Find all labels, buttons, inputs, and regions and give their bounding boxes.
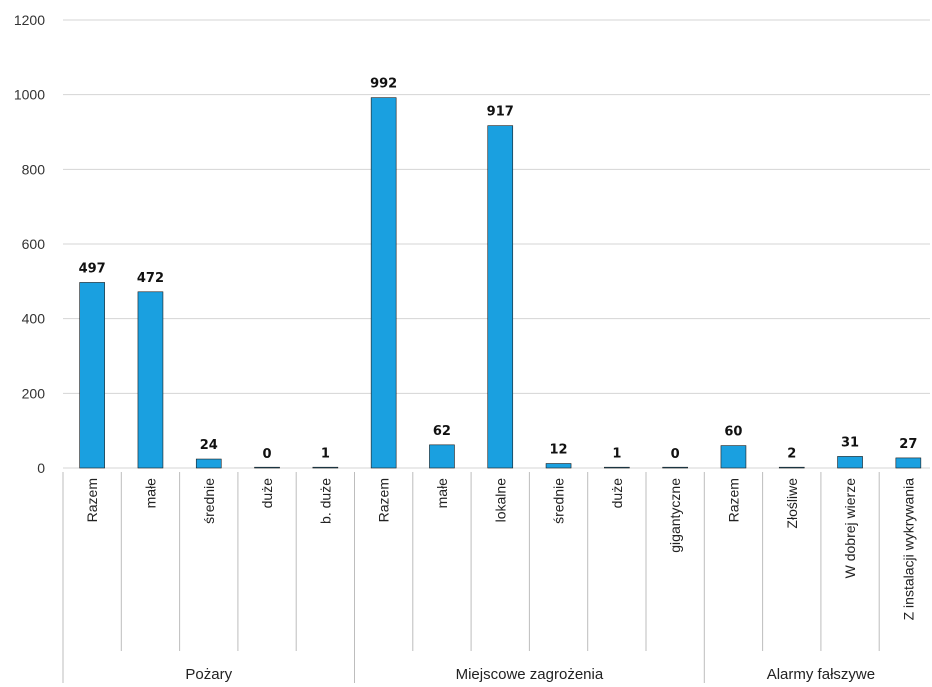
bar <box>778 466 805 469</box>
bar <box>370 97 397 469</box>
x-axis-category-labels: Razem małe średnie duże b. duże Razem małe loka… <box>84 478 916 621</box>
data-label: 0 <box>263 447 272 462</box>
x-tick-label: b. duże <box>317 478 333 524</box>
data-label: 27 <box>899 437 917 452</box>
y-tick-label: 600 <box>22 236 46 252</box>
data-label: 24 <box>200 438 218 453</box>
data-label: 1 <box>612 447 621 462</box>
group-label: Pożary <box>185 666 232 683</box>
bar <box>895 457 922 469</box>
data-label: 31 <box>841 435 859 450</box>
data-label: 917 <box>487 105 514 120</box>
y-tick-label: 800 <box>22 161 46 177</box>
x-tick-label: Razem <box>84 478 100 522</box>
x-tick-label: duże <box>259 478 275 509</box>
bar <box>545 463 572 469</box>
y-tick-label: 1200 <box>14 12 45 28</box>
data-label: 2 <box>787 446 796 461</box>
data-label: 60 <box>724 425 742 440</box>
bar <box>429 444 455 469</box>
bar <box>662 466 688 469</box>
x-tick-label: gigantyczne <box>667 478 683 553</box>
bar <box>720 445 747 469</box>
data-label: 497 <box>79 261 106 276</box>
y-tick-label: 400 <box>22 311 46 327</box>
bar <box>195 458 222 469</box>
data-label: 12 <box>550 443 568 458</box>
y-axis-ticks: 0 200 400 600 800 1000 1200 <box>14 12 45 476</box>
data-label: 472 <box>137 271 164 286</box>
data-label: 992 <box>370 77 397 92</box>
category-separators <box>62 472 880 683</box>
x-tick-label: małe <box>142 478 158 509</box>
data-labels: 497 472 24 0 1 992 62 917 12 1 0 60 2 31 27 <box>79 77 918 462</box>
x-tick-label: W dobrej wierze <box>842 478 858 579</box>
x-tick-label: Razem <box>376 478 392 522</box>
bar <box>254 466 280 469</box>
x-tick-label: małe <box>434 478 450 509</box>
x-tick-label: Razem <box>725 478 741 522</box>
bar <box>604 466 630 469</box>
data-label: 0 <box>671 447 680 462</box>
x-tick-label: Złośliwe <box>784 478 800 529</box>
x-tick-label: lokalne <box>492 478 508 523</box>
data-label: 1 <box>321 447 330 462</box>
group-label: Alarmy fałszywe <box>767 666 875 683</box>
group-label: Miejscowe zagrożenia <box>456 666 604 683</box>
x-tick-label: średnie <box>201 478 217 524</box>
x-tick-label: duże <box>609 478 625 509</box>
data-label: 62 <box>433 424 451 439</box>
y-tick-label: 0 <box>37 460 45 476</box>
bar <box>837 456 863 469</box>
bar <box>487 125 514 469</box>
group-labels: Pożary Miejscowe zagrożenia Alarmy fałszyw… <box>185 666 875 683</box>
x-tick-label: Z instalacji wykrywania <box>900 478 916 621</box>
bars <box>79 97 922 469</box>
y-tick-label: 200 <box>22 385 46 401</box>
x-tick-label: średnie <box>551 478 567 524</box>
y-tick-label: 1000 <box>14 87 45 103</box>
bar <box>312 466 339 469</box>
bar <box>137 291 164 469</box>
bar <box>79 282 105 469</box>
